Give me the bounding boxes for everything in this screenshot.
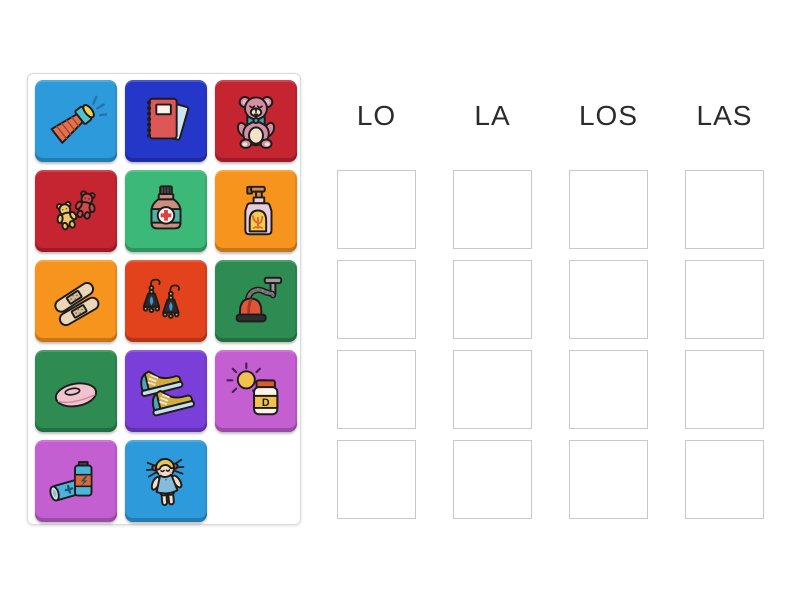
group-header-las: LAS xyxy=(696,100,753,131)
drop-slot-la-4[interactable] xyxy=(453,440,532,519)
sneakers-icon xyxy=(136,363,196,417)
drop-slot-grid xyxy=(337,170,764,519)
tile-batteries[interactable] xyxy=(35,440,117,522)
drop-slot-los-1[interactable] xyxy=(569,170,648,249)
batteries-icon xyxy=(49,461,93,502)
tile-doll[interactable] xyxy=(125,440,207,522)
group-header-lo: LO xyxy=(356,100,397,131)
group-header-los: LOS xyxy=(578,100,639,131)
tile-gummy-bears[interactable] xyxy=(35,170,117,252)
soap-dispenser-icon xyxy=(244,185,273,236)
band-aids-icon xyxy=(54,281,100,327)
tile-notebooks[interactable] xyxy=(125,80,207,162)
tile-teddy-bear[interactable] xyxy=(215,80,297,162)
tile-earrings[interactable] xyxy=(125,260,207,342)
drop-slot-los-3[interactable] xyxy=(569,350,648,429)
tile-band-aids[interactable] xyxy=(35,260,117,342)
tile-soap-dispenser[interactable] xyxy=(215,170,297,252)
drop-slot-las-1[interactable] xyxy=(685,170,764,249)
tile-soap-bar[interactable] xyxy=(35,350,117,432)
drop-slot-la-1[interactable] xyxy=(453,170,532,249)
drop-slot-las-3[interactable] xyxy=(685,350,764,429)
drop-slot-lo-1[interactable] xyxy=(337,170,416,249)
drop-slot-lo-3[interactable] xyxy=(337,350,416,429)
tile-medicine-bottle[interactable] xyxy=(125,170,207,252)
vacuum-cleaner-icon xyxy=(235,276,283,323)
tile-vitamin-d[interactable]: D xyxy=(215,350,297,432)
svg-text:D: D xyxy=(262,397,270,409)
drop-slot-la-3[interactable] xyxy=(453,350,532,429)
flashlight-icon xyxy=(50,95,107,144)
tile-sneakers[interactable] xyxy=(125,350,207,432)
tile-tray: D xyxy=(27,73,301,525)
drop-slot-las-2[interactable] xyxy=(685,260,764,339)
earrings-icon xyxy=(142,278,181,319)
notebooks-icon xyxy=(147,97,190,141)
drop-slot-lo-4[interactable] xyxy=(337,440,416,519)
medicine-bottle-icon xyxy=(150,185,182,230)
tile-vacuum-cleaner[interactable] xyxy=(215,260,297,342)
soap-bar-icon xyxy=(54,382,98,408)
drop-slot-las-4[interactable] xyxy=(685,440,764,519)
drop-slot-lo-2[interactable] xyxy=(337,260,416,339)
group-headers: LO LA LOS LAS xyxy=(337,98,764,134)
teddy-bear-icon xyxy=(236,96,276,149)
drop-slot-la-2[interactable] xyxy=(453,260,532,339)
drop-slot-los-4[interactable] xyxy=(569,440,648,519)
drop-slot-los-2[interactable] xyxy=(569,260,648,339)
doll-icon xyxy=(145,457,185,506)
tile-flashlight[interactable] xyxy=(35,80,117,162)
vitamin-d-icon: D xyxy=(226,362,279,416)
group-header-la: LA xyxy=(474,100,511,131)
gummy-bears-icon xyxy=(56,190,96,231)
